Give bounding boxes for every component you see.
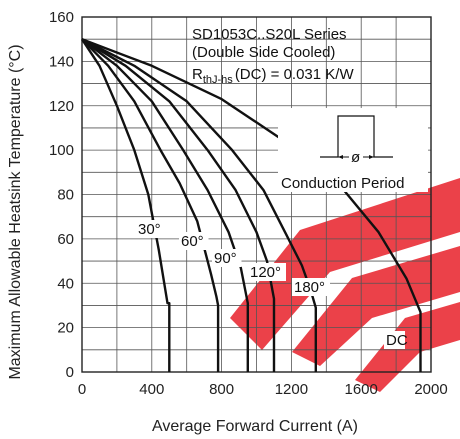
curve-label: 60° bbox=[181, 233, 204, 250]
curve-label-bg bbox=[248, 263, 286, 281]
series-title-annotation: SD1053C..S20L Series bbox=[192, 26, 347, 43]
x-axis-title: Average Forward Current (A) bbox=[152, 418, 358, 435]
y-tick-label: 80 bbox=[57, 187, 74, 204]
x-tick-label: 1200 bbox=[275, 381, 308, 398]
curve-label-bg bbox=[212, 249, 242, 267]
curve-label-bg bbox=[179, 232, 209, 250]
y-axis-title: Maximum Allowable Heatsink Temperature (… bbox=[7, 44, 24, 379]
series-line bbox=[80, 38, 171, 372]
rth-value: (DC) = 0.031 K/W bbox=[235, 66, 355, 83]
x-tick-label: 2000 bbox=[414, 381, 447, 398]
curve-label-bg bbox=[384, 331, 405, 349]
curve-label: DC bbox=[386, 332, 408, 349]
rth-annotation: RthJ-hs (DC) = 0.031 K/W bbox=[192, 66, 354, 86]
cooling-annotation: (Double Side Cooled) bbox=[192, 44, 335, 61]
curve-label: 120° bbox=[250, 264, 281, 281]
series-line bbox=[81, 38, 317, 372]
y-tick-label: 120 bbox=[49, 98, 74, 115]
curve-label-bg bbox=[292, 278, 330, 296]
grid bbox=[81, 16, 432, 373]
x-tick-label: 800 bbox=[209, 381, 234, 398]
x-tick-label: 400 bbox=[139, 381, 164, 398]
curve-label: 180° bbox=[294, 279, 325, 296]
conduction-period-label: Conduction Period bbox=[281, 175, 404, 192]
series-line bbox=[81, 38, 220, 372]
curve-label-bg bbox=[136, 220, 166, 238]
rth-subscript: thJ-hs bbox=[203, 74, 233, 86]
conduction-inset: ø Conduction Period bbox=[278, 108, 428, 192]
series-line bbox=[81, 38, 250, 372]
watermark-logo bbox=[230, 178, 460, 392]
curve-label: 30° bbox=[138, 221, 161, 238]
x-tick-label: 0 bbox=[78, 381, 86, 398]
curve-label: 90° bbox=[214, 250, 237, 267]
y-tick-label: 160 bbox=[49, 9, 74, 26]
y-tick-label: 140 bbox=[49, 53, 74, 70]
y-tick-label: 60 bbox=[57, 231, 74, 248]
plot-frame bbox=[81, 16, 432, 373]
curve-labels: 30° 60° 90° 120° 180° DC bbox=[136, 220, 408, 349]
ticks: 0 400 800 1200 1600 2000 0 20 40 60 80 100 120 140 160 bbox=[49, 9, 448, 398]
y-tick-label: 100 bbox=[49, 142, 74, 159]
y-tick-label: 0 bbox=[66, 364, 74, 381]
series-line bbox=[81, 38, 276, 372]
conduction-angle-symbol: ø bbox=[351, 149, 360, 166]
y-tick-label: 20 bbox=[57, 320, 74, 337]
rth-main: R bbox=[192, 66, 203, 83]
x-tick-label: 1600 bbox=[345, 381, 378, 398]
y-tick-label: 40 bbox=[57, 275, 74, 292]
